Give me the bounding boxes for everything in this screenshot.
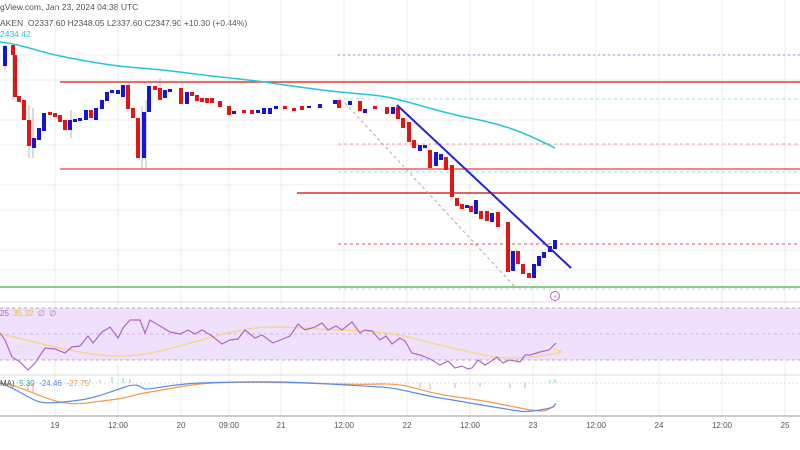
rsi-line xyxy=(0,319,557,371)
symbol-label: AKEN xyxy=(0,18,24,28)
channel-line xyxy=(344,102,516,288)
rsi-extra-1: ∅ xyxy=(37,309,45,318)
macd-hist-value: 5.30 xyxy=(19,379,35,388)
x-tick: 09:00 xyxy=(218,421,240,430)
macd-line xyxy=(0,381,557,413)
rsi-value: 35.32 xyxy=(13,309,34,318)
x-tick: 20 xyxy=(176,421,186,430)
macd-value: -24.46 xyxy=(39,379,62,388)
x-tick: 21 xyxy=(276,421,286,430)
bearish-trend-line[interactable] xyxy=(396,104,572,269)
rsi-extra-2: ∅ xyxy=(49,309,57,318)
macd-signal-value: -27.75 xyxy=(66,379,89,388)
moving-average-line xyxy=(0,41,556,149)
ohlc-legend: AKEN O2337.60 H2348.05 L2337.60 C2347.90… xyxy=(0,18,247,28)
x-tick: 12:00 xyxy=(333,421,355,430)
candlesticks xyxy=(3,44,557,278)
macd-legend: MA) 5.30 -24.46 -27.75 xyxy=(0,379,89,388)
x-tick: 22 xyxy=(402,421,412,430)
x-tick: 23 xyxy=(528,421,538,430)
x-tick: 25 xyxy=(780,421,790,430)
chart-source-timestamp: gView.com, Jan 23, 2024 04:38 UTC xyxy=(0,2,139,12)
event-marker-icon[interactable] xyxy=(550,291,560,301)
rsi-period: 25 xyxy=(0,309,9,318)
ma-value: 2434.42 xyxy=(0,29,31,39)
svg-text:⚡: ⚡ xyxy=(553,294,557,301)
macd-period: MA) xyxy=(0,379,15,388)
ohlc-values: O2337.60 H2348.05 L2337.60 C2347.90 +10.… xyxy=(27,18,248,28)
rsi-legend: 25 35.32 ∅ ∅ xyxy=(0,309,56,318)
macd-histogram xyxy=(84,377,556,383)
x-tick: 19 xyxy=(50,421,60,430)
x-tick: 12:00 xyxy=(711,421,733,430)
x-tick: 12:00 xyxy=(107,421,129,430)
x-tick: 24 xyxy=(654,421,664,430)
x-tick: 12:00 xyxy=(459,421,481,430)
rsi-signal-line xyxy=(0,326,562,359)
x-tick: 12:00 xyxy=(585,421,607,430)
